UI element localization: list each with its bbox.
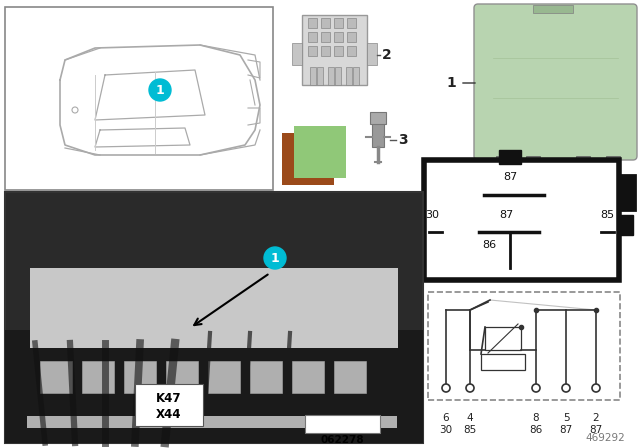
Bar bbox=[606, 156, 620, 181]
Bar bbox=[334, 32, 343, 42]
Bar bbox=[334, 361, 366, 393]
Bar bbox=[372, 117, 384, 147]
Bar bbox=[321, 32, 330, 42]
Bar bbox=[166, 361, 198, 393]
Circle shape bbox=[562, 384, 570, 392]
Bar bbox=[334, 18, 343, 28]
Text: 8: 8 bbox=[532, 413, 540, 423]
Circle shape bbox=[149, 79, 171, 101]
Bar bbox=[308, 46, 317, 56]
Text: 2: 2 bbox=[593, 413, 599, 423]
Text: K47
X44: K47 X44 bbox=[156, 392, 182, 421]
Bar bbox=[619, 175, 635, 210]
Bar bbox=[328, 67, 334, 85]
Bar bbox=[367, 43, 377, 65]
Bar bbox=[208, 361, 240, 393]
Bar bbox=[485, 327, 521, 350]
Circle shape bbox=[72, 107, 78, 113]
Bar bbox=[574, 180, 592, 186]
Bar bbox=[347, 32, 356, 42]
Circle shape bbox=[592, 384, 600, 392]
Bar bbox=[282, 133, 334, 185]
Bar bbox=[353, 67, 359, 85]
Bar bbox=[533, 5, 573, 13]
Bar bbox=[302, 15, 367, 85]
Bar bbox=[30, 268, 398, 348]
Bar bbox=[499, 150, 521, 164]
Bar bbox=[292, 361, 324, 393]
Bar bbox=[428, 292, 620, 400]
Text: 87: 87 bbox=[503, 172, 517, 182]
Bar bbox=[250, 361, 282, 393]
Bar bbox=[82, 361, 114, 393]
Bar bbox=[576, 156, 590, 181]
Bar bbox=[321, 46, 330, 56]
Text: 87: 87 bbox=[589, 425, 603, 435]
Text: 5: 5 bbox=[563, 413, 570, 423]
Text: 87: 87 bbox=[559, 425, 573, 435]
Bar bbox=[308, 18, 317, 28]
Bar bbox=[335, 67, 341, 85]
Bar bbox=[496, 156, 510, 181]
Text: 85: 85 bbox=[463, 425, 477, 435]
Bar bbox=[292, 43, 302, 65]
Bar bbox=[124, 361, 156, 393]
Bar bbox=[424, 160, 619, 280]
Text: 87: 87 bbox=[499, 210, 513, 220]
Bar bbox=[308, 32, 317, 42]
Circle shape bbox=[442, 384, 450, 392]
Text: 85: 85 bbox=[600, 210, 614, 220]
Bar bbox=[619, 215, 633, 235]
Text: 2: 2 bbox=[382, 48, 392, 62]
Bar bbox=[524, 180, 542, 186]
Circle shape bbox=[264, 247, 286, 269]
Text: 30: 30 bbox=[440, 425, 452, 435]
Bar bbox=[317, 67, 323, 85]
Text: 1: 1 bbox=[271, 251, 280, 264]
Text: 30: 30 bbox=[425, 210, 439, 220]
Bar bbox=[494, 180, 512, 186]
Circle shape bbox=[466, 384, 474, 392]
Text: 86: 86 bbox=[529, 425, 543, 435]
Circle shape bbox=[532, 384, 540, 392]
Bar bbox=[5, 7, 273, 190]
Bar bbox=[410, 215, 424, 235]
Bar bbox=[5, 192, 423, 443]
Bar bbox=[305, 415, 380, 433]
Text: 4: 4 bbox=[467, 413, 474, 423]
Bar bbox=[347, 18, 356, 28]
Bar bbox=[370, 112, 386, 124]
Bar bbox=[5, 330, 423, 443]
Text: 86: 86 bbox=[482, 240, 496, 250]
Bar bbox=[481, 354, 525, 370]
Text: 062278: 062278 bbox=[320, 435, 364, 445]
Bar bbox=[346, 67, 352, 85]
Bar bbox=[40, 361, 72, 393]
Bar bbox=[294, 126, 346, 178]
Text: 6: 6 bbox=[443, 413, 449, 423]
Bar bbox=[135, 384, 203, 426]
Bar bbox=[347, 46, 356, 56]
Text: 469292: 469292 bbox=[585, 433, 625, 443]
Text: 1: 1 bbox=[446, 76, 456, 90]
Text: 3: 3 bbox=[398, 133, 408, 147]
Text: 1: 1 bbox=[156, 83, 164, 96]
Bar bbox=[526, 156, 540, 181]
Bar bbox=[27, 416, 397, 428]
Bar bbox=[310, 67, 316, 85]
Bar bbox=[604, 180, 622, 186]
Bar bbox=[321, 18, 330, 28]
FancyBboxPatch shape bbox=[474, 4, 637, 160]
Bar bbox=[334, 46, 343, 56]
